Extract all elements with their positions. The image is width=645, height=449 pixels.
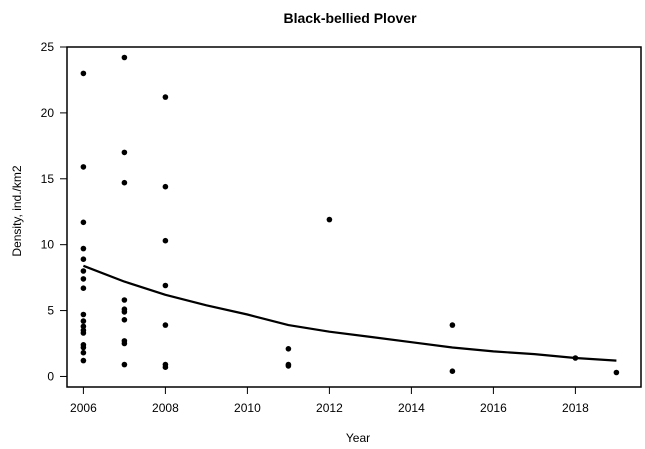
data-point	[80, 164, 87, 170]
data-point	[80, 330, 87, 336]
data-point	[121, 297, 128, 303]
data-point	[80, 357, 87, 364]
x-tick-label: 2012	[316, 401, 343, 415]
data-point	[80, 245, 87, 252]
x-tick-label: 2006	[70, 401, 97, 415]
data-point	[80, 349, 87, 356]
data-point	[285, 346, 292, 352]
series-layer	[80, 54, 620, 376]
data-point	[449, 322, 456, 328]
data-point	[80, 311, 87, 318]
data-point	[80, 323, 87, 330]
y-axis-label: Density, ind./km2	[10, 165, 24, 256]
data-point	[285, 363, 292, 369]
x-tick-label: 2014	[398, 401, 425, 415]
data-point	[121, 309, 128, 315]
data-point	[162, 322, 169, 328]
data-point	[326, 216, 333, 223]
x-tick-label: 2016	[480, 401, 507, 415]
data-point	[121, 54, 128, 61]
x-tick-label: 2018	[562, 401, 589, 415]
data-point	[121, 340, 128, 347]
y-tick-label: 15	[41, 172, 55, 186]
data-point	[80, 318, 87, 324]
data-point	[162, 282, 169, 289]
x-axis-label: Year	[346, 431, 370, 445]
x-axis: 2006 2008 2010 2012 2014 2016 2018	[70, 386, 589, 415]
y-tick-label: 5	[47, 304, 54, 318]
x-tick-label: 2008	[152, 401, 179, 415]
data-point	[121, 149, 128, 156]
data-point	[162, 183, 169, 190]
data-point	[80, 276, 87, 282]
x-tick-label: 2010	[234, 401, 261, 415]
data-point	[162, 237, 169, 244]
chart-title: Black-bellied Plover	[283, 10, 417, 26]
y-axis: 0 5 10 15 20 25	[41, 40, 68, 383]
data-point	[80, 70, 87, 77]
data-point	[121, 361, 128, 368]
y-tick-label: 0	[47, 369, 54, 383]
data-point	[80, 344, 87, 351]
y-tick-label: 25	[41, 40, 55, 54]
data-point	[162, 364, 169, 371]
y-tick-label: 10	[41, 238, 55, 252]
data-point	[121, 179, 128, 186]
data-point	[80, 285, 87, 292]
y-tick-label: 20	[41, 106, 55, 120]
plot-frame	[66, 46, 642, 388]
data-point	[121, 317, 128, 323]
data-point	[80, 256, 87, 263]
data-point	[449, 368, 456, 375]
data-point	[80, 268, 87, 274]
data-point	[613, 369, 620, 376]
data-point	[80, 219, 87, 226]
trend-line	[83, 264, 617, 362]
data-point	[162, 94, 169, 100]
